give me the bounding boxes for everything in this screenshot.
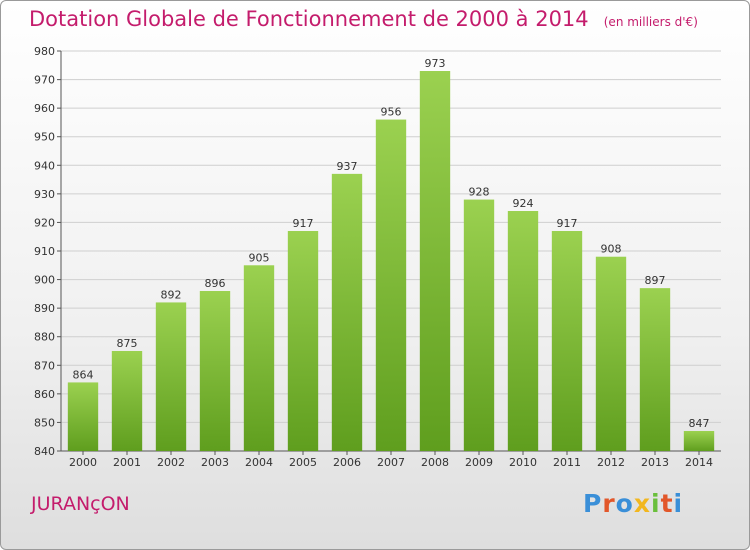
logo-letter: x <box>633 489 651 518</box>
x-tick-label: 2000 <box>69 456 97 469</box>
x-tick-label: 2006 <box>333 456 361 469</box>
data-label: 917 <box>293 217 314 230</box>
bar-2007 <box>375 119 407 452</box>
x-tick-label: 2014 <box>685 456 713 469</box>
data-label: 908 <box>601 243 622 256</box>
y-tick-label: 920 <box>34 216 55 229</box>
bar-2000 <box>67 382 99 451</box>
data-label: 973 <box>425 57 446 70</box>
bar-2011 <box>551 231 583 451</box>
bar-2006 <box>331 173 363 451</box>
x-tick-label: 2007 <box>377 456 405 469</box>
logo-letter: i <box>651 489 661 518</box>
data-label: 937 <box>337 160 358 173</box>
logo-letter: i <box>673 489 684 518</box>
data-label: 905 <box>249 251 270 264</box>
bar-2013 <box>639 288 671 451</box>
y-tick-label: 910 <box>34 245 55 258</box>
data-label: 917 <box>557 217 578 230</box>
unit-note: (en milliers d'€) <box>603 15 698 29</box>
x-tick-label: 2001 <box>113 456 141 469</box>
y-tick-label: 900 <box>34 274 55 287</box>
bar-2009 <box>463 199 495 451</box>
x-tick-label: 2013 <box>641 456 669 469</box>
bar-2005 <box>287 231 319 451</box>
x-tick-label: 2010 <box>509 456 537 469</box>
y-tick-label: 870 <box>34 359 55 372</box>
y-tick-label: 940 <box>34 159 55 172</box>
chart-title: Dotation Globale de Fonctionnement de 20… <box>29 7 589 31</box>
bars <box>67 71 715 452</box>
bar-2002 <box>155 302 187 451</box>
x-tick-label: 2002 <box>157 456 185 469</box>
commune-name: JURANçON <box>31 493 130 515</box>
x-tick-label: 2004 <box>245 456 273 469</box>
bar-2004 <box>243 265 275 451</box>
data-label: 956 <box>381 106 402 119</box>
bar-2014 <box>683 431 715 451</box>
data-label: 892 <box>161 288 182 301</box>
x-tick-label: 2009 <box>465 456 493 469</box>
x-tick-label: 2005 <box>289 456 317 469</box>
x-tick-label: 2012 <box>597 456 625 469</box>
y-tick-label: 950 <box>34 131 55 144</box>
proxiti-logo[interactable]: Proxiti <box>583 489 683 518</box>
bar-2010 <box>507 211 539 451</box>
bar-2001 <box>111 351 143 451</box>
data-label: 864 <box>73 368 94 381</box>
logo-letter: o <box>615 489 634 518</box>
bar-2008 <box>419 71 451 451</box>
data-labels: 864 875 892 896 905 917 937 956 973 928 924 917 908 8… <box>73 57 710 430</box>
y-tick-label: 890 <box>34 302 55 315</box>
y-tick-label: 930 <box>34 188 55 201</box>
y-tick-label: 960 <box>34 102 55 115</box>
logo-letter: P <box>583 489 603 518</box>
logo-letter: r <box>602 489 616 518</box>
y-tick-label: 970 <box>34 74 55 87</box>
data-label: 924 <box>513 197 534 210</box>
x-tick-label: 2003 <box>201 456 229 469</box>
data-label: 875 <box>117 337 138 350</box>
y-tick-label: 880 <box>34 331 55 344</box>
data-label: 896 <box>205 277 226 290</box>
chart-title-block: Dotation Globale de Fonctionnement de 20… <box>29 7 698 31</box>
data-label: 847 <box>689 417 710 430</box>
bar-2003 <box>199 291 231 451</box>
y-tick-label: 860 <box>34 388 55 401</box>
data-label: 897 <box>645 274 666 287</box>
x-tick-label: 2011 <box>553 456 581 469</box>
y-tick-label: 840 <box>34 445 55 458</box>
data-label: 928 <box>469 186 490 199</box>
logo-letter: t <box>660 489 674 518</box>
y-tick-label: 980 <box>34 45 55 58</box>
y-tick-label: 850 <box>34 416 55 429</box>
x-tick-label: 2008 <box>421 456 449 469</box>
bar-2012 <box>595 256 627 451</box>
